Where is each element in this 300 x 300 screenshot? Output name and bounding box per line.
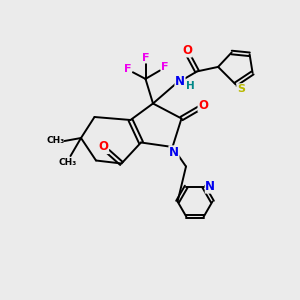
Text: N: N [169, 146, 179, 159]
Text: N: N [205, 180, 215, 193]
Text: S: S [237, 84, 245, 94]
Text: N: N [175, 75, 185, 88]
Text: F: F [161, 62, 169, 73]
Text: H: H [185, 81, 194, 92]
Text: F: F [142, 53, 149, 63]
Text: O: O [98, 140, 109, 154]
Text: O: O [198, 98, 208, 112]
Text: F: F [124, 64, 131, 74]
Text: CH₃: CH₃ [47, 136, 65, 146]
Text: O: O [182, 44, 192, 57]
Text: CH₃: CH₃ [58, 158, 76, 167]
